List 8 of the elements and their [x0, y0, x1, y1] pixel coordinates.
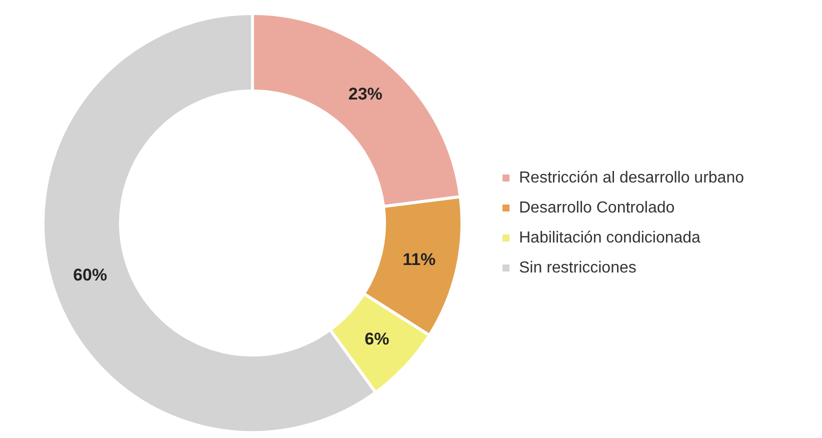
data-label: 6% [364, 330, 390, 349]
legend-label: Restricción al desarrollo urbano [519, 169, 744, 186]
data-label: 60% [73, 265, 108, 284]
data-label: 23% [348, 84, 382, 104]
legend-label: Habilitación condicionada [519, 229, 701, 246]
legend-label: Sin restricciones [519, 259, 636, 276]
legend-label: Desarrollo Controlado [519, 199, 675, 216]
data-label: 11% [402, 250, 436, 269]
